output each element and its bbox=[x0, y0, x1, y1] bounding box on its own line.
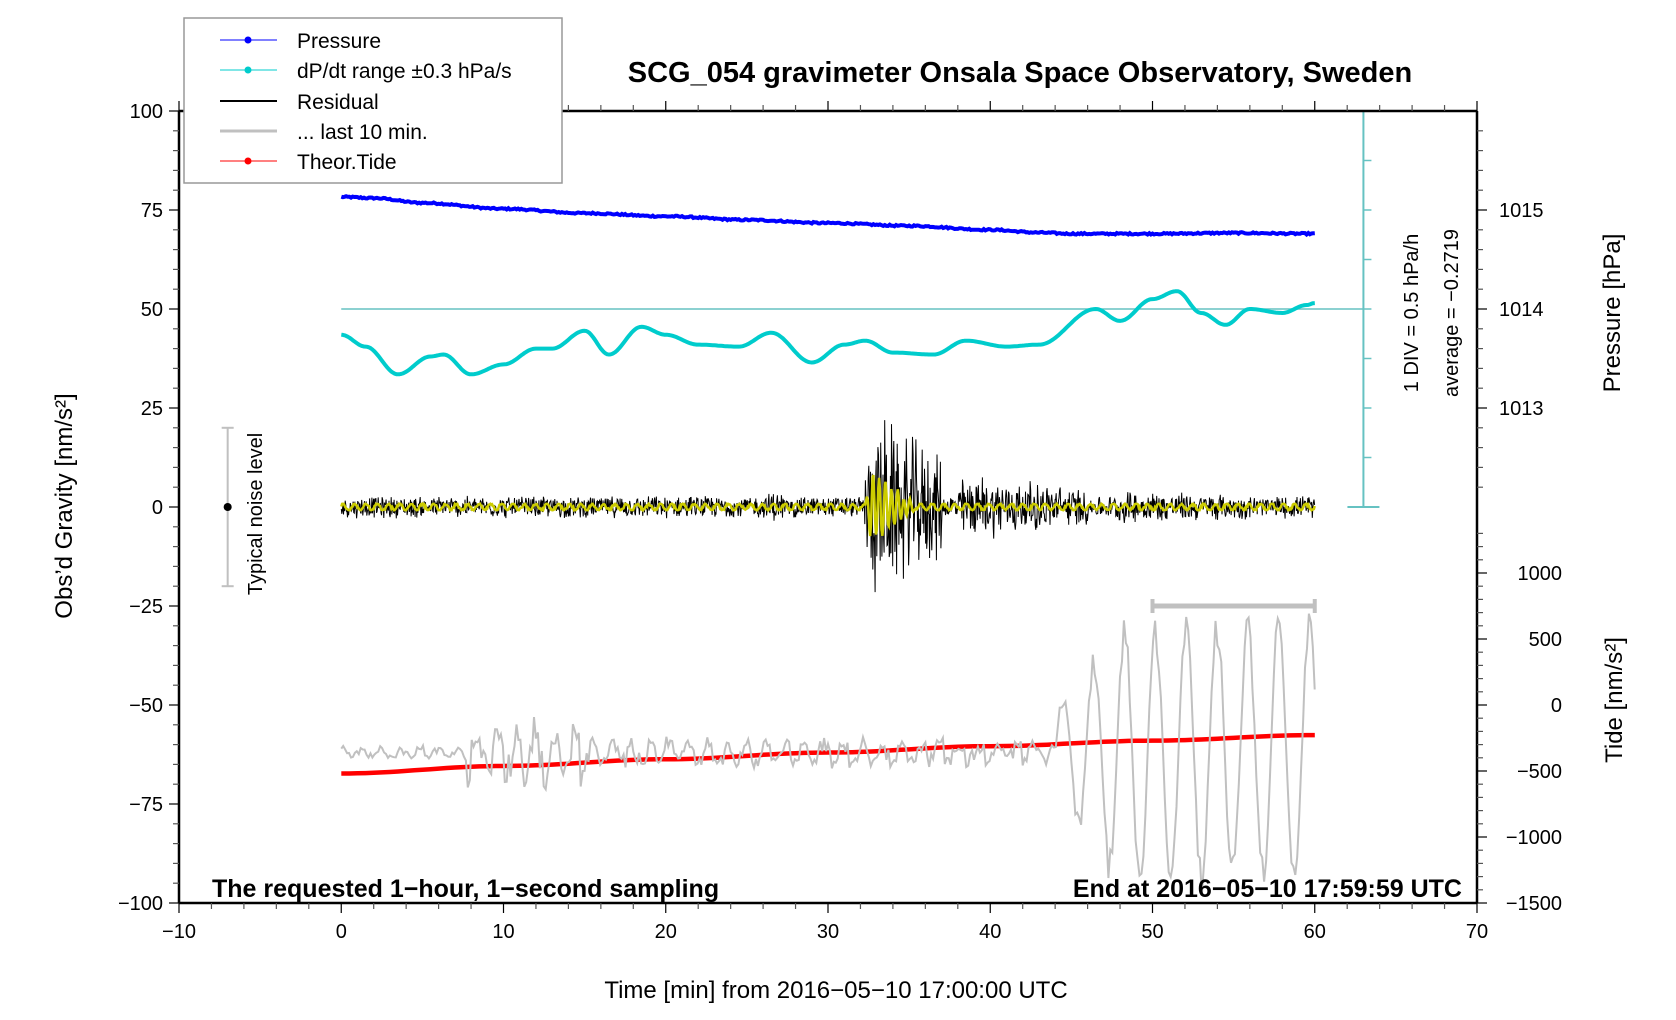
legend-item-residual: Residual bbox=[220, 91, 379, 114]
legend-dot-tide bbox=[244, 157, 252, 165]
legend-item-pressure: Pressure bbox=[220, 30, 381, 53]
legend-item-tide: Theor.Tide bbox=[220, 151, 397, 174]
legend-label-last10: ... last 10 min. bbox=[297, 121, 428, 144]
y-tick-label: 0 bbox=[152, 497, 163, 519]
x-tick-label: 40 bbox=[979, 921, 1001, 943]
tide-axis-title: Tide [nm/s²] bbox=[1601, 637, 1628, 763]
legend-label-tide: Theor.Tide bbox=[297, 151, 397, 174]
legend-dot-pressure bbox=[244, 36, 252, 44]
noise-level-dot bbox=[223, 503, 232, 511]
y-tick-label: 50 bbox=[141, 299, 163, 321]
axes-layer: −10 0 10 20 30 40 50 60 701007550250−25−50−75−10… bbox=[118, 101, 1562, 943]
tide-tick-label: 1000 bbox=[1518, 563, 1563, 585]
pressure-line bbox=[340, 194, 1315, 238]
x-tick-label: 50 bbox=[1141, 921, 1163, 943]
residual-filtered-line bbox=[340, 474, 1316, 537]
legend-label-dpdt: dP/dt range ±0.3 hPa/s bbox=[297, 60, 512, 83]
noise-level-label: Typical noise level bbox=[245, 433, 267, 595]
x-tick-label: 30 bbox=[817, 921, 839, 943]
y-tick-label: 75 bbox=[141, 200, 163, 222]
legend-label-residual: Residual bbox=[297, 91, 379, 114]
tide-tick-label: −1500 bbox=[1506, 893, 1562, 915]
legend-dot-dpdt bbox=[244, 66, 252, 74]
legend-box bbox=[183, 17, 563, 184]
dpdt-line bbox=[340, 289, 1316, 377]
y-tick-label: 25 bbox=[141, 398, 163, 420]
y-tick-label: −100 bbox=[118, 893, 163, 915]
tide-tick-label: −1000 bbox=[1506, 827, 1562, 849]
y-tick-label: −75 bbox=[129, 794, 163, 816]
y-axis-title: Obs’d Gravity [nm/s²] bbox=[51, 393, 78, 618]
pressure-tick-label: 1014 bbox=[1499, 299, 1544, 321]
x-tick-label: −10 bbox=[162, 921, 196, 943]
legend-label-pressure: Pressure bbox=[297, 30, 381, 53]
y-axis-title-text: Obs’d Gravity [nm/s²] bbox=[51, 393, 78, 618]
x-tick-label: 60 bbox=[1304, 921, 1326, 943]
pressure-tick-label: 1013 bbox=[1499, 398, 1544, 420]
chart-title: SCG_054 gravimeter Onsala Space Observat… bbox=[628, 57, 1412, 89]
x-tick-label: 70 bbox=[1466, 921, 1488, 943]
pressure-axis-title: Pressure [hPa] bbox=[1599, 234, 1626, 393]
x-tick-label: 0 bbox=[336, 921, 347, 943]
legend: Pressure dP/dt range ±0.3 hPa/s Residual… bbox=[183, 17, 563, 184]
y-tick-label: −50 bbox=[129, 695, 163, 717]
average-label: average = −0.2719 bbox=[1441, 229, 1463, 397]
x-tick-label: 10 bbox=[492, 921, 514, 943]
traces-layer bbox=[221, 110, 1380, 896]
legend-item-last10: ... last 10 min. bbox=[220, 121, 428, 144]
legend-item-dpdt: dP/dt range ±0.3 hPa/s bbox=[220, 60, 512, 83]
last-10-min-line bbox=[340, 613, 1316, 896]
tide-tick-label: 0 bbox=[1551, 695, 1562, 717]
tide-tick-label: −500 bbox=[1517, 761, 1562, 783]
y-tick-label: −25 bbox=[129, 596, 163, 618]
x-axis-title: Time [min] from 2016−05−10 17:00:00 UTC bbox=[604, 977, 1067, 1004]
y-tick-label: 100 bbox=[130, 101, 163, 123]
annotation-end-time: End at 2016−05−10 17:59:59 UTC bbox=[1073, 875, 1462, 903]
tide-tick-label: 500 bbox=[1529, 629, 1562, 651]
annotation-sampling: The requested 1−hour, 1−second sampling bbox=[212, 875, 719, 903]
div-scale-label: 1 DIV = 0.5 hPa/h bbox=[1401, 234, 1423, 392]
pressure-tick-label: 1015 bbox=[1499, 200, 1544, 222]
x-tick-label: 20 bbox=[655, 921, 677, 943]
